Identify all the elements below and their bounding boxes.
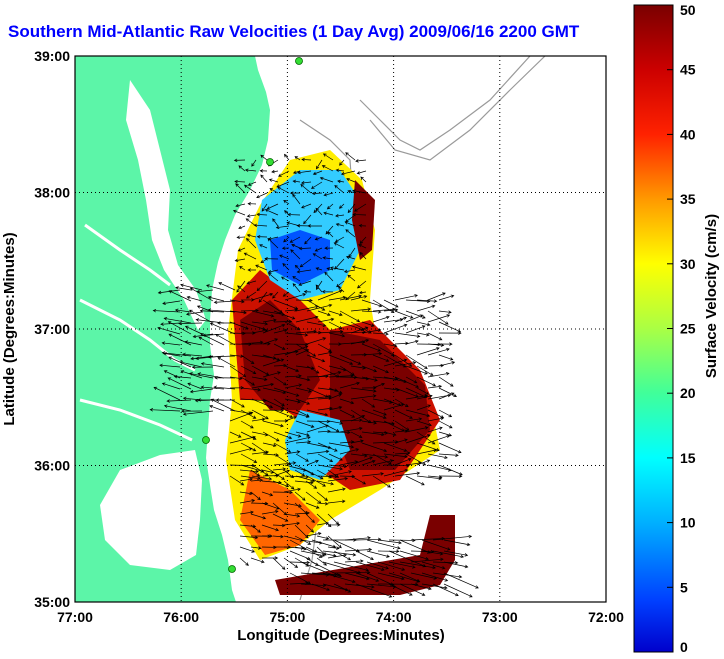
map-border: [74, 55, 607, 603]
map-title: Southern Mid-Atlantic Raw Velocities (1 …: [8, 22, 580, 41]
colorbar-tick-label: 40: [680, 126, 696, 142]
colorbar-tick-label: 15: [680, 450, 696, 466]
colorbar-tick-label: 35: [680, 191, 696, 207]
y-axis-label: Latitude (Degrees:Minutes): [1, 232, 18, 425]
x-tick-label: 76:00: [163, 609, 199, 625]
colorbar-tick-label: 20: [680, 385, 696, 401]
colorbar-tick-label: 50: [680, 2, 696, 18]
colorbar-tick-label: 0: [680, 639, 688, 655]
y-tick-label: 38:00: [34, 185, 70, 201]
x-tick-label: 74:00: [376, 609, 412, 625]
x-axis-label: Longitude (Degrees:Minutes): [237, 627, 445, 644]
inland-river: [84, 223, 171, 287]
station-marker: [228, 565, 236, 573]
colorbar-tick-label: 10: [680, 515, 696, 531]
x-tick-label: 77:00: [57, 609, 93, 625]
y-tick-label: 36:00: [34, 458, 70, 474]
inland-river: [79, 398, 193, 442]
station-marker: [295, 57, 303, 65]
velocity-vectors: [149, 152, 479, 598]
y-tick-label: 35:00: [34, 594, 70, 610]
colorbar: [633, 4, 674, 653]
colorbar-tick-label: 25: [680, 321, 696, 337]
colorbar-ticks: 0 5 10 15 20 25 30 35 40 45 50: [667, 2, 696, 655]
x-tick-label: 73:00: [482, 609, 518, 625]
colorbar-tick-label: 5: [680, 579, 688, 595]
y-tick-label: 37:00: [34, 321, 70, 337]
station-marker: [202, 436, 210, 444]
x-tick-label: 75:00: [269, 609, 305, 625]
colorbar-tick-label: 45: [680, 62, 696, 78]
y-tick-labels: 39:00 38:00 37:00 36:00 35:00: [34, 48, 70, 610]
colorbar-tick-label: 30: [680, 256, 696, 272]
x-tick-label: 72:00: [588, 609, 624, 625]
pamlico-sound: [100, 450, 202, 570]
station-marker: [266, 158, 274, 166]
y-tick-label: 39:00: [34, 48, 70, 64]
chesapeake-bay: [126, 80, 206, 330]
x-tick-labels: 77:00 76:00 75:00 74:00 73:00 72:00: [57, 609, 624, 625]
radar-stations: [202, 57, 303, 573]
colorbar-label: Surface Velocity (cm/s): [703, 214, 720, 378]
grid-lines: [75, 56, 606, 602]
